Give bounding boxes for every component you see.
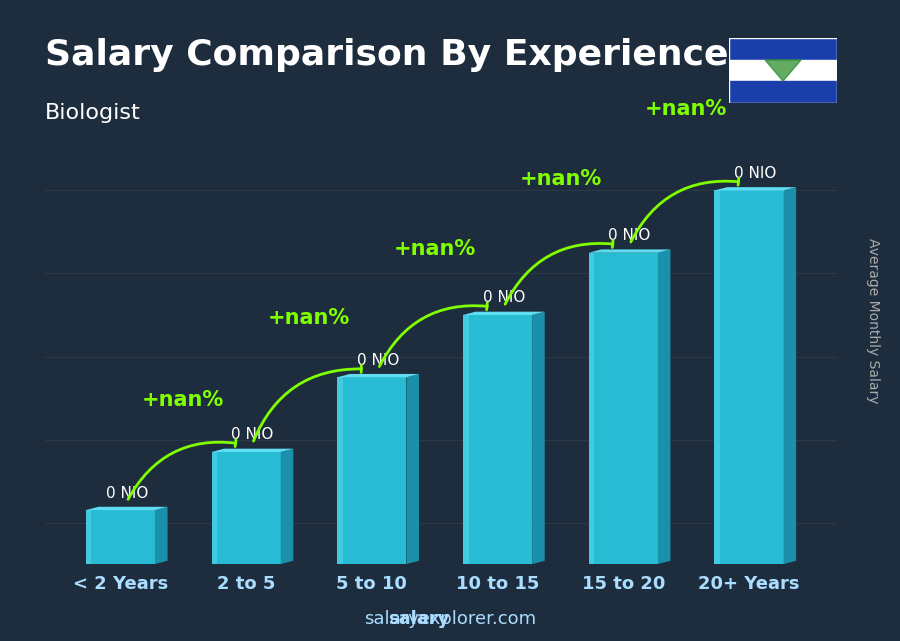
Bar: [589, 253, 594, 564]
Polygon shape: [715, 187, 796, 190]
Bar: [589, 253, 658, 564]
Bar: [729, 38, 837, 60]
Text: 0 NIO: 0 NIO: [608, 228, 651, 243]
Text: salaryexplorer.com: salaryexplorer.com: [364, 610, 536, 628]
Polygon shape: [589, 249, 670, 253]
Bar: [729, 60, 837, 81]
Text: Average Monthly Salary: Average Monthly Salary: [866, 238, 880, 403]
Bar: [212, 452, 217, 564]
Bar: [463, 315, 532, 564]
Text: 0 NIO: 0 NIO: [231, 428, 274, 442]
Bar: [715, 190, 720, 564]
Polygon shape: [155, 507, 167, 564]
Polygon shape: [532, 312, 544, 564]
Bar: [86, 510, 155, 564]
Bar: [338, 378, 407, 564]
Text: 0 NIO: 0 NIO: [734, 166, 777, 181]
Polygon shape: [658, 249, 670, 564]
Bar: [729, 81, 837, 103]
Text: +nan%: +nan%: [645, 99, 727, 119]
Text: Biologist: Biologist: [45, 103, 140, 122]
Polygon shape: [463, 312, 544, 315]
Bar: [338, 378, 343, 564]
Text: 0 NIO: 0 NIO: [357, 353, 400, 368]
Polygon shape: [765, 60, 801, 81]
Text: 0 NIO: 0 NIO: [482, 290, 525, 306]
Text: +nan%: +nan%: [393, 238, 476, 258]
Bar: [715, 190, 784, 564]
Polygon shape: [212, 449, 293, 452]
Polygon shape: [407, 374, 419, 564]
Text: +nan%: +nan%: [268, 308, 350, 328]
Polygon shape: [281, 449, 293, 564]
Text: +nan%: +nan%: [519, 169, 601, 189]
Text: +nan%: +nan%: [142, 390, 224, 410]
Bar: [212, 452, 281, 564]
Polygon shape: [338, 374, 419, 378]
Bar: [463, 315, 469, 564]
Text: salary: salary: [388, 610, 449, 628]
Text: 0 NIO: 0 NIO: [105, 486, 148, 501]
Polygon shape: [86, 507, 167, 510]
Bar: [86, 510, 92, 564]
Polygon shape: [784, 187, 796, 564]
Text: Salary Comparison By Experience: Salary Comparison By Experience: [45, 38, 728, 72]
Bar: [729, 38, 837, 103]
